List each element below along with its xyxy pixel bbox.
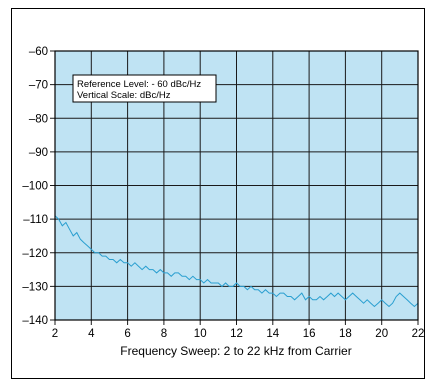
series-line: [54, 215, 419, 308]
y-tick-label: –80: [29, 113, 48, 125]
x-tick-label: 20: [375, 328, 388, 340]
x-tick-label: 6: [124, 328, 130, 340]
annotation-reference-level: Reference Level: - 60 dBc/Hz: [77, 79, 201, 90]
x-tick-labels: 2 4 6 8 10 12 14 16 18 20 22: [52, 328, 425, 340]
x-tick-label: 10: [194, 328, 207, 340]
y-tick-label: –120: [22, 248, 48, 260]
y-tick-label: –60: [29, 46, 48, 58]
x-axis-label: Frequency Sweep: 2 to 22 kHz from Carrie…: [120, 344, 351, 358]
x-tick-label: 8: [161, 328, 167, 340]
y-tick-label: –70: [29, 80, 48, 92]
y-tick-label: –100: [22, 181, 48, 193]
x-tick-label: 4: [88, 328, 95, 340]
annotation-box-border: [72, 74, 217, 103]
annotation-box: Reference Level: - 60 dBc/Hz Vertical Sc…: [72, 74, 217, 103]
x-tick-label: 14: [266, 328, 279, 340]
x-tick-label: 18: [339, 328, 352, 340]
y-tick-label: –90: [29, 147, 48, 159]
y-tick-label: –110: [23, 214, 48, 226]
annotation-vertical-scale: Vertical Scale: dBc/Hz: [77, 90, 171, 101]
y-tick-label: –130: [22, 281, 48, 293]
x-tick-label: 2: [52, 328, 58, 340]
y-tick-labels: –60 –70 –80 –90 –100 –110 –120 –130 –140: [22, 46, 48, 327]
plot-border: [54, 50, 419, 321]
y-tick-label: –140: [22, 315, 48, 327]
x-tick-label: 12: [230, 328, 243, 340]
x-tick-label: 22: [412, 328, 425, 340]
x-tick-label: 16: [303, 328, 316, 340]
